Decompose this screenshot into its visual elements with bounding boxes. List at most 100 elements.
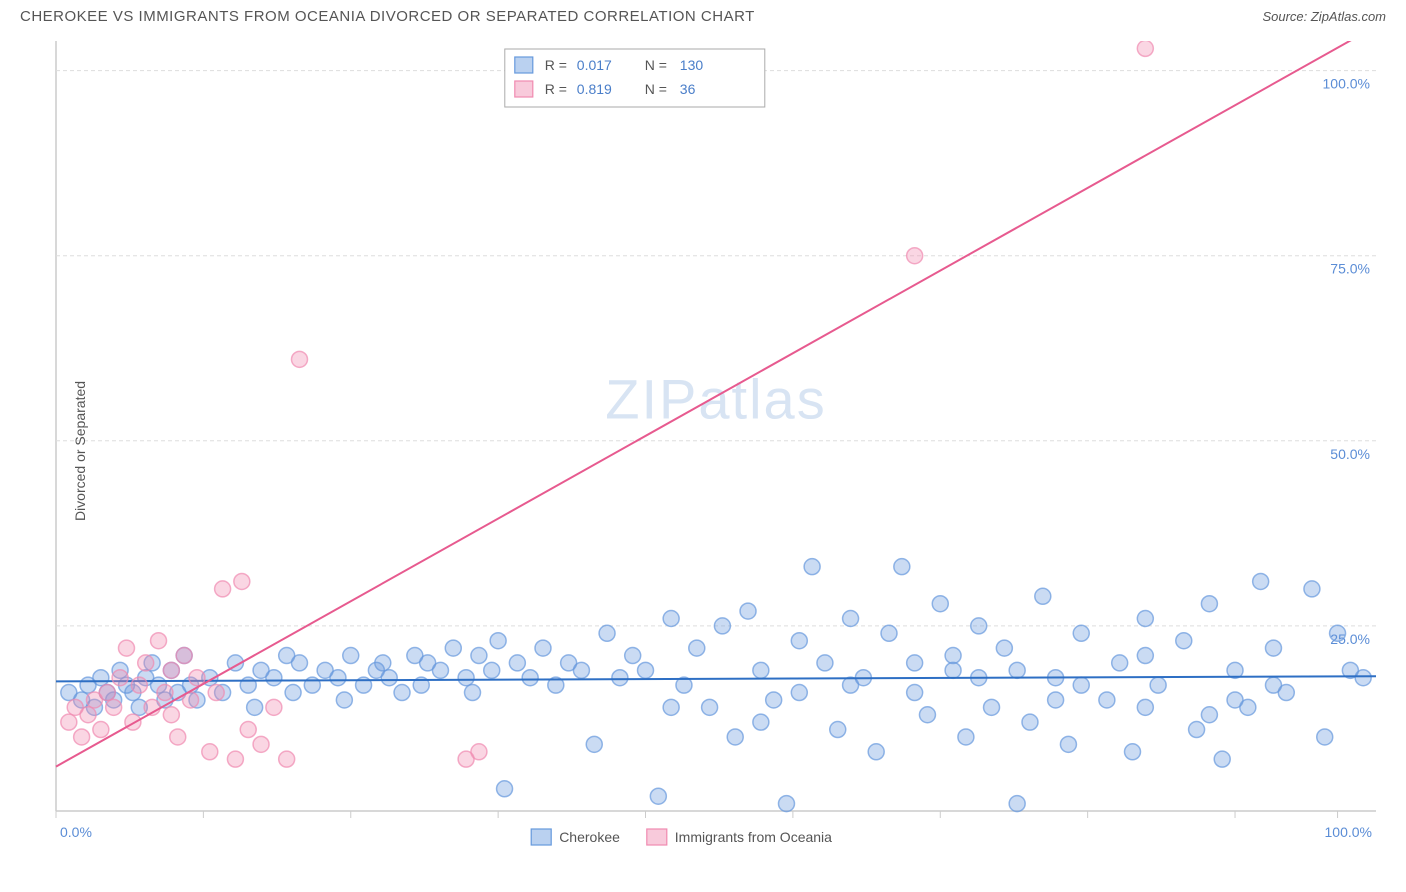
data-point (208, 685, 224, 701)
data-point (1253, 573, 1269, 589)
data-point (125, 714, 141, 730)
data-point (1304, 581, 1320, 597)
scatter-chart: 25.0%50.0%75.0%100.0%ZIPatlasR =0.017N =… (0, 31, 1406, 871)
y-tick-label: 50.0% (1330, 446, 1370, 462)
data-point (336, 692, 352, 708)
data-point (61, 714, 77, 730)
data-point (381, 670, 397, 686)
data-point (240, 722, 256, 738)
data-point (266, 699, 282, 715)
legend-series-label: Immigrants from Oceania (675, 829, 832, 845)
legend-r-value: 0.017 (577, 57, 612, 73)
data-point (163, 707, 179, 723)
data-point (432, 662, 448, 678)
data-point (612, 670, 628, 686)
data-point (394, 685, 410, 701)
data-point (1214, 751, 1230, 767)
data-point (279, 751, 295, 767)
data-point (240, 677, 256, 693)
data-point (1048, 692, 1064, 708)
data-point (291, 655, 307, 671)
data-point (330, 670, 346, 686)
data-point (984, 699, 1000, 715)
data-point (1189, 722, 1205, 738)
data-point (971, 618, 987, 634)
data-point (1073, 677, 1089, 693)
data-point (689, 640, 705, 656)
chart-area: Divorced or Separated 25.0%50.0%75.0%100… (0, 31, 1406, 871)
data-point (471, 648, 487, 664)
data-point (881, 625, 897, 641)
legend-n-value: 130 (680, 57, 704, 73)
data-point (1022, 714, 1038, 730)
data-point (535, 640, 551, 656)
data-point (625, 648, 641, 664)
data-point (907, 655, 923, 671)
x-start-label: 0.0% (60, 824, 92, 840)
data-point (586, 736, 602, 752)
data-point (1099, 692, 1115, 708)
data-point (1009, 796, 1025, 812)
data-point (740, 603, 756, 619)
data-point (817, 655, 833, 671)
data-point (151, 633, 167, 649)
y-axis-label: Divorced or Separated (72, 381, 88, 521)
data-point (1265, 677, 1281, 693)
data-point (247, 699, 263, 715)
data-point (285, 685, 301, 701)
data-point (80, 707, 96, 723)
data-point (227, 751, 243, 767)
data-point (93, 722, 109, 738)
x-end-label: 100.0% (1325, 824, 1372, 840)
legend-r-label: R = (545, 81, 567, 97)
legend-n-label: N = (645, 57, 667, 73)
y-tick-label: 100.0% (1323, 76, 1370, 92)
data-point (1137, 611, 1153, 627)
data-point (131, 677, 147, 693)
data-point (1176, 633, 1192, 649)
data-point (932, 596, 948, 612)
data-point (1137, 40, 1153, 56)
data-point (291, 351, 307, 367)
data-point (945, 648, 961, 664)
data-point (234, 573, 250, 589)
data-point (465, 685, 481, 701)
data-point (1201, 707, 1217, 723)
data-point (253, 736, 269, 752)
data-point (1150, 677, 1166, 693)
data-point (266, 670, 282, 686)
data-point (138, 655, 154, 671)
legend-stats-box (505, 49, 765, 107)
data-point (638, 662, 654, 678)
data-point (907, 685, 923, 701)
data-point (112, 670, 128, 686)
data-point (157, 685, 173, 701)
data-point (843, 677, 859, 693)
data-point (663, 699, 679, 715)
legend-series-label: Cherokee (559, 829, 620, 845)
data-point (830, 722, 846, 738)
data-point (170, 729, 186, 745)
legend-swatch (515, 57, 533, 73)
data-point (106, 699, 122, 715)
data-point (1009, 662, 1025, 678)
data-point (727, 729, 743, 745)
data-point (522, 670, 538, 686)
data-point (202, 744, 218, 760)
data-point (702, 699, 718, 715)
data-point (843, 611, 859, 627)
data-point (919, 707, 935, 723)
data-point (458, 670, 474, 686)
data-point (1227, 692, 1243, 708)
legend-n-label: N = (645, 81, 667, 97)
data-point (945, 662, 961, 678)
data-point (778, 796, 794, 812)
watermark: ZIPatlas (605, 367, 826, 430)
y-tick-label: 75.0% (1330, 261, 1370, 277)
data-point (1355, 670, 1371, 686)
data-point (1137, 699, 1153, 715)
data-point (573, 662, 589, 678)
data-point (958, 729, 974, 745)
data-point (1125, 744, 1141, 760)
data-point (93, 670, 109, 686)
